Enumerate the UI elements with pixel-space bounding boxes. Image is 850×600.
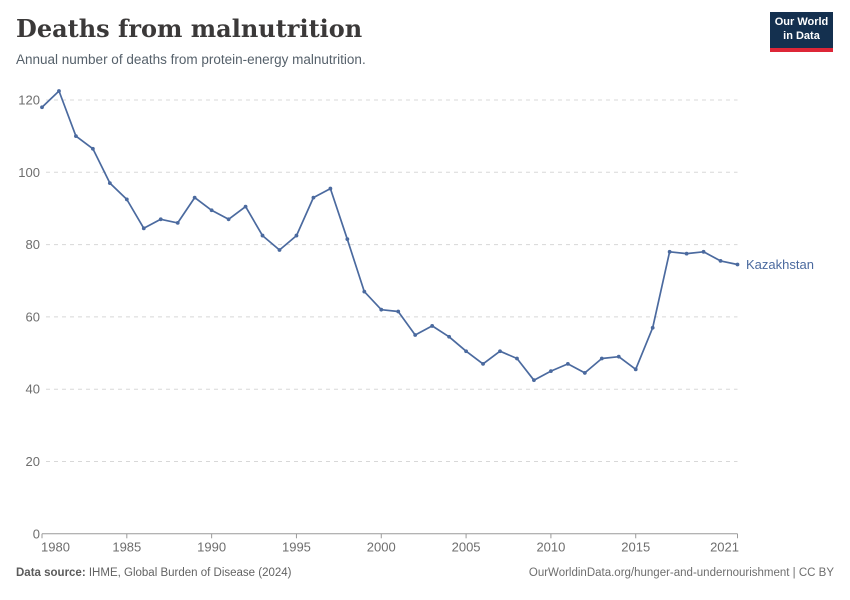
data-point[interactable] [565,361,570,366]
x-tick-label: 1985 [112,539,141,554]
data-point[interactable] [396,309,401,314]
series-end-label[interactable]: Kazakhstan [746,257,814,272]
data-point[interactable] [582,371,587,375]
y-tick-label: 100 [18,165,40,180]
data-line-kazakhstan[interactable] [41,90,739,382]
data-point[interactable] [243,204,248,209]
data-point[interactable] [684,251,689,256]
x-tick-label: 2015 [621,539,650,554]
logo-line1: Our World [774,16,829,28]
data-point[interactable] [735,262,740,267]
data-point[interactable] [498,349,502,354]
line-chart[interactable]: 0 20 40 60 80 100 120 1980 1985 1990 1995 2000 2005 2… [0,80,850,560]
data-point[interactable] [260,233,265,238]
data-point[interactable] [328,186,333,191]
data-point[interactable] [57,89,61,93]
x-tick-label: 1980 [41,539,70,554]
owid-logo[interactable]: Our World in Data [770,12,833,52]
data-point[interactable] [175,221,180,225]
data-point[interactable] [90,146,95,151]
chart-footer: Data source: IHME, Global Burden of Dise… [16,567,834,579]
chart-subtitle: Annual number of deaths from protein-ene… [16,52,366,67]
x-tick-label: 2005 [452,539,481,554]
data-point[interactable] [107,181,112,186]
x-tick-label: 1990 [197,539,226,554]
y-tick-label: 80 [26,237,40,252]
data-point[interactable] [447,334,452,339]
data-point[interactable] [294,233,299,238]
data-point[interactable] [379,307,384,312]
data-point[interactable] [158,217,163,222]
data-point[interactable] [311,195,316,200]
x-tick-label: 2010 [536,539,565,554]
data-point[interactable] [549,369,553,374]
data-source-label: Data source: [16,567,86,579]
data-point[interactable] [464,349,468,354]
data-point[interactable] [413,333,418,337]
data-point[interactable] [481,361,485,366]
data-point[interactable] [701,249,706,254]
data-point[interactable] [345,237,350,242]
logo-line2: in Data [783,29,820,42]
chart-title: Deaths from malnutrition [16,14,363,43]
x-tick-label: 2021 [710,539,739,554]
data-point[interactable] [650,325,655,330]
y-tick-label: 0 [33,526,40,541]
y-tick-label: 60 [26,309,40,324]
y-tick-label: 40 [26,382,40,397]
data-source-note: Data source: IHME, Global Burden of Dise… [16,567,292,579]
data-point[interactable] [633,367,638,372]
data-point[interactable] [226,217,231,222]
data-point[interactable] [277,248,282,252]
y-tick-label: 120 [18,93,40,108]
data-point[interactable] [599,356,604,361]
data-source-text: IHME, Global Burden of Disease (2024) [85,567,292,579]
data-point[interactable] [141,226,146,231]
owid-url-link[interactable]: OurWorldinData.org/hunger-and-undernouri… [528,567,834,579]
data-point[interactable] [430,324,435,328]
data-point[interactable] [74,134,78,139]
data-point[interactable] [362,289,367,294]
x-tick-label: 1995 [282,539,311,554]
data-point[interactable] [616,354,621,359]
data-point[interactable] [124,197,129,202]
x-tick-label: 2000 [367,539,396,554]
data-point[interactable] [192,195,197,200]
data-point[interactable] [40,105,44,110]
data-point[interactable] [209,208,214,213]
data-point[interactable] [532,378,536,383]
data-point[interactable] [667,249,672,254]
data-point[interactable] [718,258,723,263]
data-point[interactable] [515,356,519,361]
y-tick-label: 20 [26,454,40,469]
